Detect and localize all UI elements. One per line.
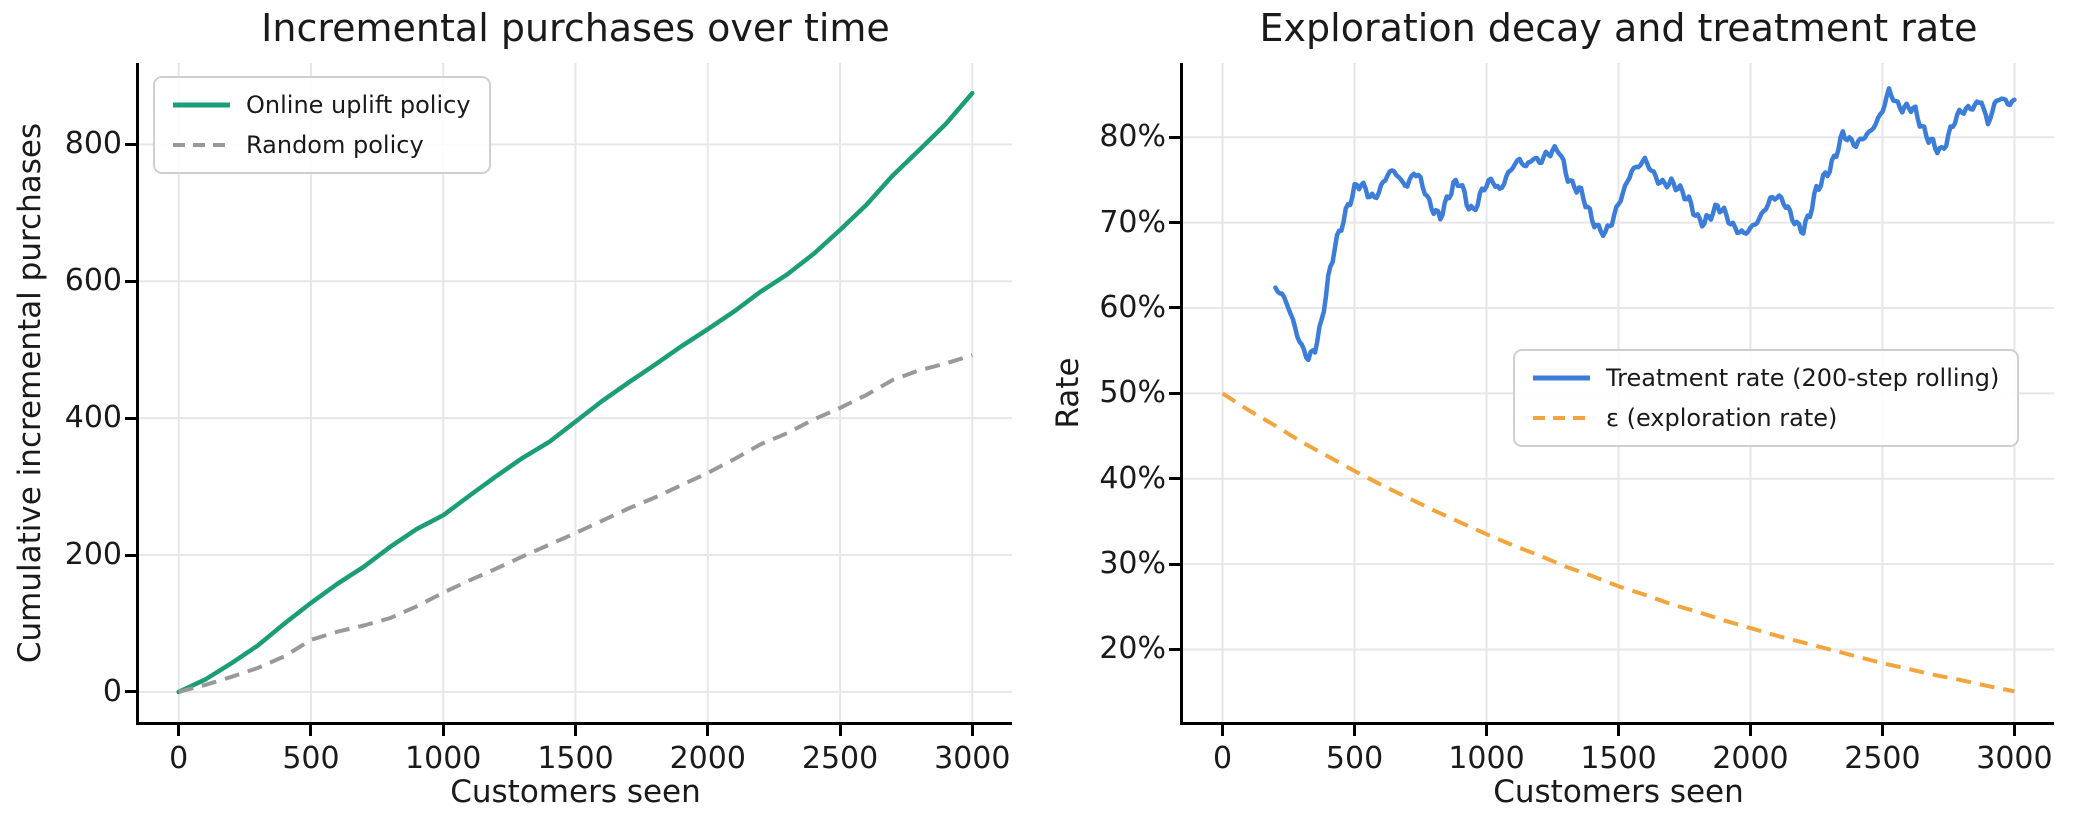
exploration-rate-line xyxy=(1221,391,2015,694)
x-tick-mark xyxy=(838,725,842,736)
legend-label: Treatment rate (200-step rolling) xyxy=(1606,364,2000,392)
left-chart-xlabel: Customers seen xyxy=(450,774,701,810)
y-tick-label: 400 xyxy=(64,400,122,436)
y-tick-label: 70% xyxy=(1099,204,1166,240)
x-tick-mark xyxy=(706,725,710,736)
y-tick-label: 600 xyxy=(64,263,122,299)
y-tick-mark xyxy=(125,279,136,283)
x-tick-mark xyxy=(574,725,577,736)
legend-line-swatch xyxy=(1533,416,1590,420)
y-tick-mark xyxy=(125,690,136,694)
x-tick-mark xyxy=(177,725,181,736)
legend-line-swatch xyxy=(173,143,230,147)
legend-label: ε (exploration rate) xyxy=(1606,404,1838,432)
x-tick-label: 2500 xyxy=(1844,741,1921,776)
y-tick-mark xyxy=(125,142,136,146)
x-tick-mark xyxy=(309,725,313,736)
y-tick-label: 50% xyxy=(1099,375,1166,411)
legend-line-swatch xyxy=(173,102,230,108)
right-chart-ylabel: Rate xyxy=(1050,356,1086,429)
x-tick-label: 2500 xyxy=(801,741,879,776)
left-chart-y-spine xyxy=(136,63,139,725)
online-uplift-policy-line xyxy=(176,90,975,695)
x-tick-label: 500 xyxy=(1325,741,1384,776)
y-tick-label: 800 xyxy=(64,126,122,162)
x-tick-mark xyxy=(970,725,974,736)
y-tick-mark xyxy=(1169,221,1180,225)
legend-entry: Treatment rate (200-step rolling) xyxy=(1533,363,1999,393)
left-chart-axes: 0 500 1000 1500 2000 2500 3000 0 200 400 600 800 On… xyxy=(65,63,1012,774)
x-tick-label: 1500 xyxy=(537,741,614,776)
treatment-rate-200-step-rolling-line xyxy=(1273,86,2017,363)
x-tick-mark xyxy=(1880,725,1884,736)
legend-label: Random policy xyxy=(246,131,424,159)
right-chart-plot xyxy=(1183,63,2054,722)
x-tick-mark xyxy=(1353,725,1357,736)
y-tick-label: 40% xyxy=(1099,460,1166,496)
right-chart-axes: 0 500 1000 1500 2000 2500 3000 20% 30% 40% 50% 60% 7… xyxy=(1099,63,2054,774)
x-tick-mark xyxy=(441,725,445,736)
x-tick-label: 500 xyxy=(282,741,340,776)
legend-entry: Online uplift policy xyxy=(173,90,471,120)
y-tick-mark xyxy=(125,553,136,557)
x-tick-mark xyxy=(1485,725,1489,736)
left-chart: Incremental purchases over time Cumulati… xyxy=(12,6,1012,810)
x-tick-mark xyxy=(1617,725,1620,736)
left-chart-ylabel: Cumulative incremental purchases xyxy=(12,122,48,663)
x-tick-label: 1000 xyxy=(405,741,482,776)
y-tick-mark xyxy=(1169,562,1180,566)
right-chart-xlabel: Customers seen xyxy=(1493,774,1744,810)
right-chart-x-spine xyxy=(1180,722,2054,725)
y-tick-label: 20% xyxy=(1099,631,1166,667)
right-chart: Exploration decay and treatment rate Rat… xyxy=(1050,6,2054,810)
x-tick-label: 3000 xyxy=(934,741,1011,776)
x-tick-label: 2000 xyxy=(1712,741,1789,776)
right-chart-title: Exploration decay and treatment rate xyxy=(1259,6,1978,50)
legend-line-swatch xyxy=(1533,375,1590,381)
x-tick-label: 3000 xyxy=(1976,741,2053,776)
y-tick-label: 200 xyxy=(64,537,122,573)
y-tick-mark xyxy=(1169,647,1180,651)
x-tick-label: 2000 xyxy=(669,741,746,776)
y-tick-mark xyxy=(1169,306,1180,310)
right-chart-y-spine xyxy=(1180,63,1183,725)
left-chart-x-spine xyxy=(136,722,1012,725)
right-chart-legend: Treatment rate (200-step rolling) ε (expl… xyxy=(1513,349,2020,447)
legend-entry: ε (exploration rate) xyxy=(1533,403,1999,433)
y-tick-label: 60% xyxy=(1099,289,1166,325)
x-tick-mark xyxy=(2012,725,2016,736)
y-tick-mark xyxy=(1169,391,1180,395)
x-tick-mark xyxy=(1748,725,1752,736)
x-tick-mark xyxy=(1221,725,1225,736)
left-chart-legend: Online uplift policy Random policy xyxy=(153,76,491,174)
y-tick-mark xyxy=(1169,477,1180,481)
y-tick-label: 80% xyxy=(1099,119,1166,155)
x-tick-label: 0 xyxy=(169,741,189,776)
legend-entry: Random policy xyxy=(173,130,471,160)
left-chart-title: Incremental purchases over time xyxy=(261,6,890,50)
y-tick-mark xyxy=(1169,135,1180,139)
random-policy-line xyxy=(178,353,973,694)
y-tick-mark xyxy=(125,416,136,420)
x-tick-label: 1500 xyxy=(1580,741,1657,776)
legend-label: Online uplift policy xyxy=(246,91,471,119)
x-tick-label: 1000 xyxy=(1448,741,1525,776)
y-tick-label: 30% xyxy=(1099,546,1166,582)
x-tick-label: 0 xyxy=(1213,741,1233,776)
y-tick-label: 0 xyxy=(102,673,122,709)
